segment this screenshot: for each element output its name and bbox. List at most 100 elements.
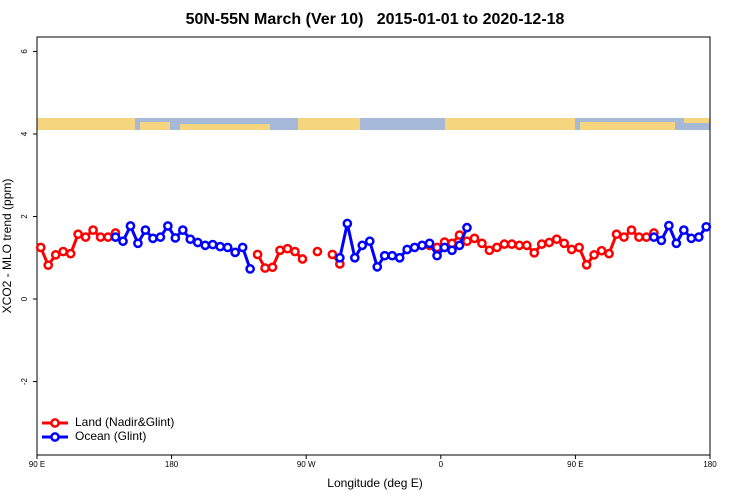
data-point (230, 247, 241, 258)
data-point (342, 218, 353, 229)
data-point (290, 246, 300, 257)
data-point (260, 263, 270, 273)
data-point (349, 252, 360, 263)
data-point (492, 242, 502, 253)
data-point (73, 229, 83, 240)
legend-marker (50, 432, 60, 442)
data-point (58, 246, 69, 257)
data-point (80, 232, 91, 242)
data-point (177, 225, 188, 235)
data-point (335, 252, 345, 263)
x-tick-label: 90 E (29, 460, 45, 469)
data-point (409, 242, 420, 253)
data-point (163, 221, 173, 231)
data-point (43, 260, 54, 271)
y-tick-label: 6 (20, 49, 29, 54)
data-point (499, 239, 510, 249)
data-point (379, 250, 390, 261)
data-point (611, 229, 622, 240)
y-tick-label: 4 (20, 131, 29, 136)
data-point (65, 248, 76, 259)
data-point (641, 232, 652, 242)
data-point (656, 235, 667, 246)
legend-label: Ocean (Glint) (75, 429, 146, 443)
data-point (185, 234, 196, 245)
data-point (462, 222, 472, 233)
data-point (566, 244, 577, 255)
data-point (484, 245, 495, 256)
x-tick-label: 90 E (567, 460, 583, 469)
data-point (521, 240, 532, 251)
data-point (619, 232, 629, 242)
data-point (432, 250, 442, 261)
data-point (372, 261, 383, 272)
data-point (701, 221, 712, 232)
data-point (649, 232, 659, 242)
data-point (529, 247, 540, 258)
data-point (581, 259, 592, 270)
y-tick-label: -2 (20, 377, 29, 385)
data-point (155, 232, 166, 242)
plot-area (35, 218, 712, 274)
data-point (207, 239, 218, 250)
data-point (133, 238, 143, 249)
legend-marker (50, 418, 60, 428)
data-point (327, 249, 338, 260)
data-point (477, 238, 487, 249)
map-strip (37, 118, 710, 130)
data-point (664, 220, 674, 231)
data-point (574, 242, 584, 253)
y-axis-label: XCO2 - MLO trend (ppm) (0, 179, 14, 314)
data-point (693, 232, 704, 242)
data-point (215, 241, 226, 252)
data-point (267, 262, 278, 273)
data-point (536, 239, 547, 249)
y-tick-label: 0 (20, 296, 29, 301)
data-point (222, 242, 233, 253)
data-point (357, 240, 368, 251)
data-point (506, 239, 517, 249)
data-point (402, 244, 412, 255)
data-point (50, 250, 61, 260)
data-point (148, 233, 158, 244)
legend: Land (Nadir&Glint)Ocean (Glint) (42, 415, 174, 443)
data-point (364, 236, 375, 247)
data-point (252, 249, 263, 260)
data-point (626, 225, 637, 235)
y-tick-label: 2 (20, 214, 29, 219)
data-point (454, 240, 465, 251)
data-point (678, 225, 689, 235)
data-point (125, 221, 136, 231)
data-point (192, 237, 203, 248)
data-point (95, 232, 106, 242)
data-point (275, 245, 285, 256)
data-point (544, 237, 555, 248)
x-axis-label: Longitude (deg E) (327, 476, 422, 490)
data-point (634, 232, 644, 242)
data-point (394, 252, 405, 263)
data-point (200, 240, 211, 251)
data-point (671, 238, 682, 249)
data-point (245, 264, 255, 274)
data-point (686, 233, 697, 244)
x-tick-label: 0 (439, 460, 444, 469)
data-point (88, 225, 98, 235)
data-point (469, 233, 480, 244)
x-tick-label: 90 W (297, 460, 316, 469)
data-point (282, 243, 293, 254)
data-point (237, 242, 248, 253)
x-tick-label: 180 (703, 460, 717, 469)
data-point (35, 242, 46, 253)
data-point (118, 236, 128, 247)
data-point (439, 242, 450, 253)
data-point (170, 233, 181, 243)
data-point (110, 232, 121, 242)
data-point (559, 238, 570, 249)
chart-title: 50N-55N March (Ver 10) 2015-01-01 to 202… (186, 11, 565, 28)
legend-label: Land (Nadir&Glint) (75, 415, 174, 429)
data-point (297, 254, 308, 264)
data-point (596, 245, 607, 256)
data-point (604, 248, 614, 259)
